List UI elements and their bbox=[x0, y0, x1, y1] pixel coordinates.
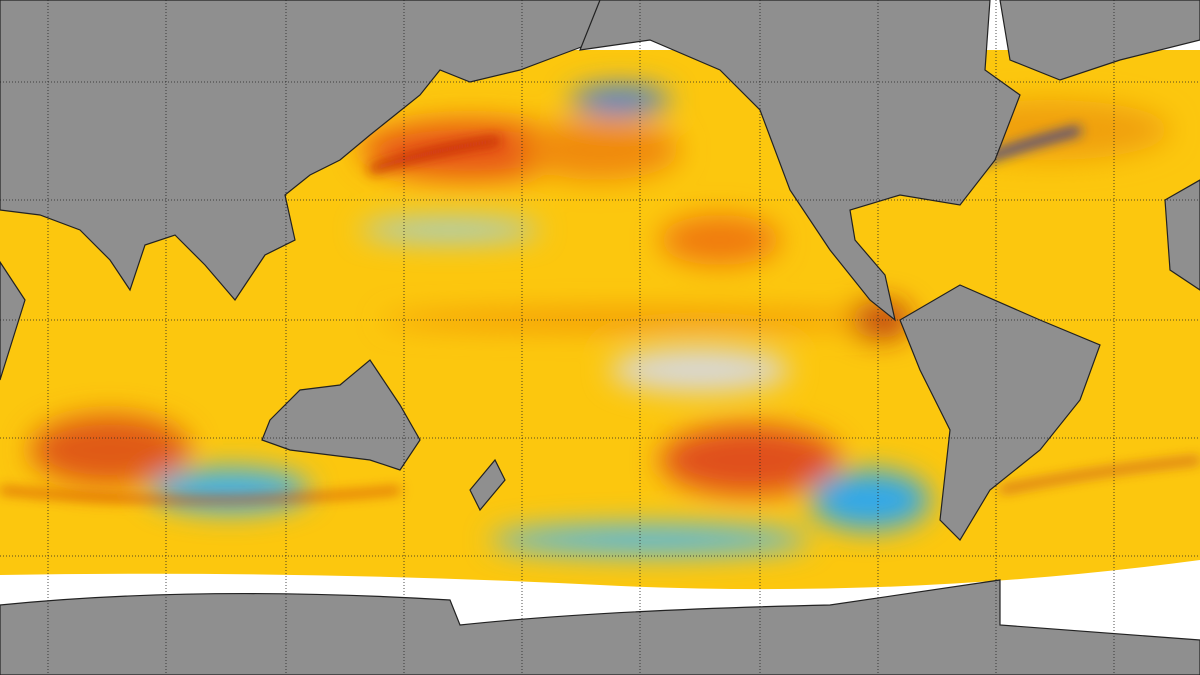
anomaly-patches bbox=[30, 86, 1170, 555]
